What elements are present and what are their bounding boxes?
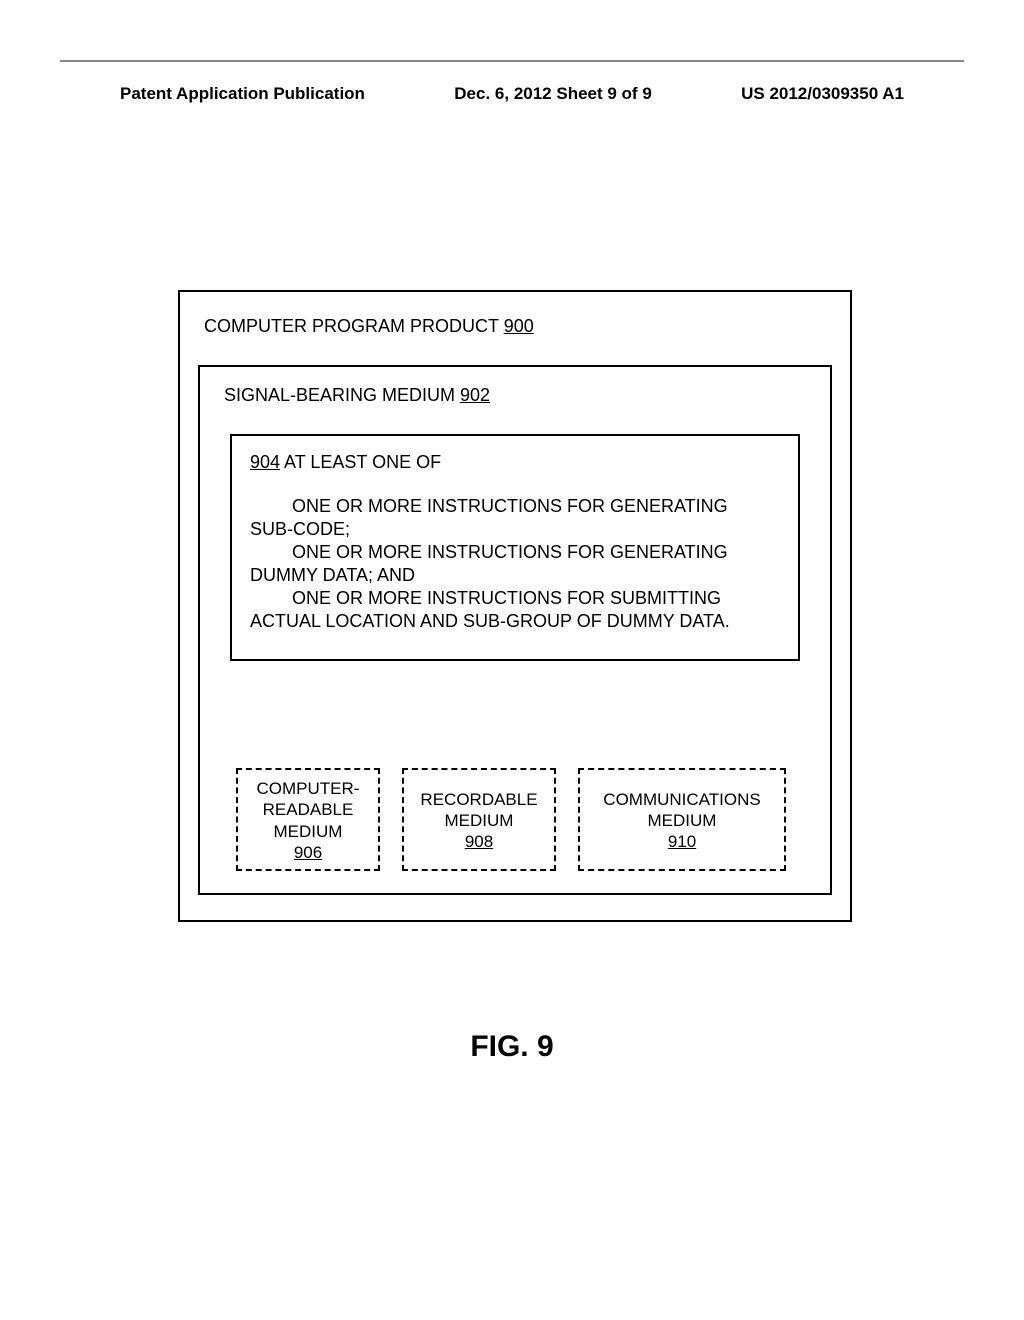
inst-3b: ACTUAL LOCATION AND SUB-GROUP OF DUMMY D… <box>250 610 780 633</box>
m3-l2: MEDIUM <box>586 810 778 831</box>
media-row: COMPUTER- READABLE MEDIUM 906 RECORDABLE… <box>236 768 800 871</box>
inst-1a: ONE OR MORE INSTRUCTIONS FOR GENERATING <box>250 495 780 518</box>
m1-l2: READABLE <box>244 799 372 820</box>
signal-ref: 902 <box>460 385 490 405</box>
figure-label: FIG. 9 <box>0 1030 1024 1064</box>
header-center: Dec. 6, 2012 Sheet 9 of 9 <box>454 84 652 104</box>
outer-label: COMPUTER PROGRAM PRODUCT <box>204 316 504 336</box>
signal-bearing-medium-box: SIGNAL-BEARING MEDIUM 902 904 AT LEAST O… <box>198 365 832 895</box>
m2-l2: MEDIUM <box>410 810 548 831</box>
inner-title: 904 AT LEAST ONE OF <box>250 452 780 473</box>
outer-ref: 900 <box>504 316 534 336</box>
instructions-box: 904 AT LEAST ONE OF ONE OR MORE INSTRUCT… <box>230 434 800 661</box>
m1-l1: COMPUTER- <box>244 778 372 799</box>
m2-ref: 908 <box>410 831 548 852</box>
m3-l1: COMMUNICATIONS <box>586 789 778 810</box>
inst-3a: ONE OR MORE INSTRUCTIONS FOR SUBMITTING <box>250 587 780 610</box>
header-right: US 2012/0309350 A1 <box>741 84 904 104</box>
inst-2a: ONE OR MORE INSTRUCTIONS FOR GENERATING <box>250 541 780 564</box>
header-row: Patent Application Publication Dec. 6, 2… <box>0 84 1024 104</box>
page: Patent Application Publication Dec. 6, 2… <box>0 0 1024 1320</box>
m1-ref: 906 <box>244 842 372 863</box>
signal-label: SIGNAL-BEARING MEDIUM <box>224 385 460 405</box>
computer-readable-medium-box: COMPUTER- READABLE MEDIUM 906 <box>236 768 380 871</box>
inst-1b: SUB-CODE; <box>250 518 780 541</box>
inst-2b: DUMMY DATA; AND <box>250 564 780 587</box>
communications-medium-box: COMMUNICATIONS MEDIUM 910 <box>578 768 786 871</box>
m3-ref: 910 <box>586 831 778 852</box>
header-left: Patent Application Publication <box>120 84 365 104</box>
recordable-medium-box: RECORDABLE MEDIUM 908 <box>402 768 556 871</box>
header-rule <box>60 60 964 62</box>
m1-l3: MEDIUM <box>244 821 372 842</box>
outer-title: COMPUTER PROGRAM PRODUCT 900 <box>204 316 832 337</box>
instruction-block: ONE OR MORE INSTRUCTIONS FOR GENERATING … <box>250 495 780 633</box>
computer-program-product-box: COMPUTER PROGRAM PRODUCT 900 SIGNAL-BEAR… <box>178 290 852 922</box>
signal-title: SIGNAL-BEARING MEDIUM 902 <box>224 385 812 406</box>
inner-label: AT LEAST ONE OF <box>280 452 441 472</box>
inner-ref: 904 <box>250 452 280 472</box>
m2-l1: RECORDABLE <box>410 789 548 810</box>
